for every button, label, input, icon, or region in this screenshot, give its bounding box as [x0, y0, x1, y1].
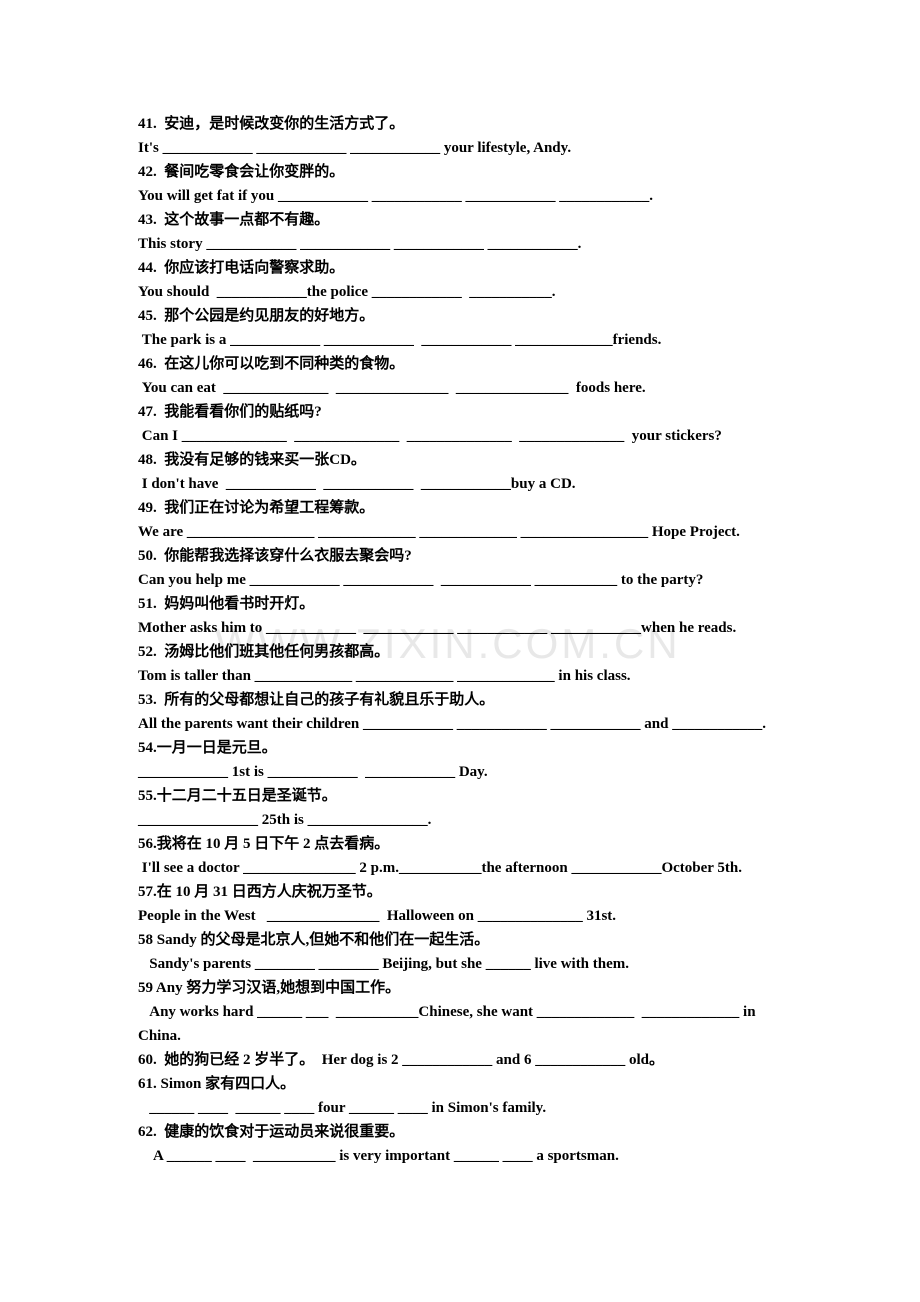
worksheet-line: People in the West _______________ Hallo…: [138, 904, 790, 928]
worksheet-line: A ______ ____ ___________ is very import…: [138, 1144, 790, 1168]
worksheet-line: This story ____________ ____________ ___…: [138, 232, 790, 256]
worksheet-line: 52. 汤姆比他们班其他任何男孩都高。: [138, 640, 790, 664]
worksheet-line: 47. 我能看看你们的贴纸吗?: [138, 400, 790, 424]
worksheet-line: You can eat ______________ _____________…: [138, 376, 790, 400]
worksheet-line: We are _________________ _____________ _…: [138, 520, 790, 544]
worksheet-line: All the parents want their children ____…: [138, 712, 790, 736]
worksheet-line: 44. 你应该打电话向警察求助。: [138, 256, 790, 280]
worksheet-line: Mother asks him to ____________ ________…: [138, 616, 790, 640]
worksheet-line: ________________ 25th is _______________…: [138, 808, 790, 832]
worksheet-line: 60. 她的狗已经 2 岁半了。 Her dog is 2 __________…: [138, 1048, 790, 1072]
worksheet-line: 45. 那个公园是约见朋友的好地方。: [138, 304, 790, 328]
worksheet-line: 41. 安迪，是时候改变你的生活方式了。: [138, 112, 790, 136]
worksheet-line: 59 Any 努力学习汉语,她想到中国工作。: [138, 976, 790, 1000]
worksheet-line: ______ ____ ______ ____ four ______ ____…: [138, 1096, 790, 1120]
worksheet-line: 49. 我们正在讨论为希望工程筹款。: [138, 496, 790, 520]
worksheet-line: 54.一月一日是元旦。: [138, 736, 790, 760]
worksheet-line: 56.我将在 10 月 5 日下午 2 点去看病。: [138, 832, 790, 856]
worksheet-line: The park is a ____________ ____________ …: [138, 328, 790, 352]
worksheet-line: 51. 妈妈叫他看书时开灯。: [138, 592, 790, 616]
worksheet-line: You will get fat if you ____________ ___…: [138, 184, 790, 208]
worksheet-line: It's ____________ ____________ _________…: [138, 136, 790, 160]
worksheet-line: 46. 在这儿你可以吃到不同种类的食物。: [138, 352, 790, 376]
content-area: 41. 安迪，是时候改变你的生活方式了。It's ____________ __…: [138, 112, 790, 1168]
worksheet-line: I don't have ____________ ____________ _…: [138, 472, 790, 496]
worksheet-line: 55.十二月二十五日是圣诞节。: [138, 784, 790, 808]
worksheet-line: 58 Sandy 的父母是北京人,但她不和他们在一起生活。: [138, 928, 790, 952]
worksheet-line: 43. 这个故事一点都不有趣。: [138, 208, 790, 232]
worksheet-line: 48. 我没有足够的钱来买一张CD。: [138, 448, 790, 472]
worksheet-line: Can I ______________ ______________ ____…: [138, 424, 790, 448]
worksheet-line: I'll see a doctor _______________ 2 p.m.…: [138, 856, 790, 880]
worksheet-line: Sandy's parents ________ ________ Beijin…: [138, 952, 790, 976]
worksheet-line: 57.在 10 月 31 日西方人庆祝万圣节。: [138, 880, 790, 904]
worksheet-line: Any works hard ______ ___ ___________Chi…: [138, 1000, 790, 1048]
worksheet-line: You should ____________the police ______…: [138, 280, 790, 304]
worksheet-line: Tom is taller than _____________ _______…: [138, 664, 790, 688]
page: WWW.ZIXIN.COM.CN 41. 安迪，是时候改变你的生活方式了。It'…: [0, 0, 920, 1228]
worksheet-line: 62. 健康的饮食对于运动员来说很重要。: [138, 1120, 790, 1144]
worksheet-line: 42. 餐间吃零食会让你变胖的。: [138, 160, 790, 184]
worksheet-line: 50. 你能帮我选择该穿什么衣服去聚会吗?: [138, 544, 790, 568]
worksheet-line: 61. Simon 家有四口人。: [138, 1072, 790, 1096]
worksheet-line: 53. 所有的父母都想让自己的孩子有礼貌且乐于助人。: [138, 688, 790, 712]
worksheet-line: Can you help me ____________ ___________…: [138, 568, 790, 592]
worksheet-line: ____________ 1st is ____________ _______…: [138, 760, 790, 784]
